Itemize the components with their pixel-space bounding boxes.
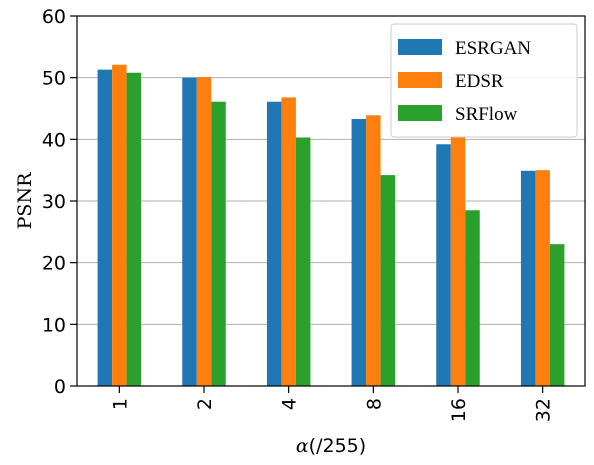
- bar-srflow-1: [126, 72, 142, 386]
- bar-esrgan-2: [182, 77, 197, 387]
- bar-edsr-8: [366, 115, 381, 387]
- bar-srflow-16: [465, 210, 480, 386]
- legend-swatch-edsr: [398, 72, 442, 88]
- y-tick-label: 0: [54, 376, 66, 398]
- x-tick-label: 4: [279, 398, 301, 410]
- legend-swatch-esrgan: [398, 39, 442, 55]
- x-tick-label: 1: [109, 398, 131, 410]
- legend-label-edsr: EDSR: [455, 71, 504, 92]
- bar-esrgan-16: [436, 144, 451, 386]
- legend-swatch-srflow: [398, 105, 442, 121]
- y-tick-label: 50: [42, 68, 66, 90]
- bar-edsr-4: [281, 97, 296, 387]
- legend: ESRGAN EDSR SRFlow: [390, 23, 578, 138]
- gridlines: [77, 77, 585, 325]
- x-tick-label: 32: [533, 398, 555, 422]
- bar-edsr-32: [535, 170, 550, 386]
- bar-esrgan-1: [97, 69, 113, 387]
- bar-srflow-4: [295, 137, 311, 386]
- x-tick-label: 16: [448, 398, 470, 422]
- bars: [97, 64, 565, 387]
- bar-edsr-16: [450, 137, 466, 386]
- x-tick-label: 2: [194, 398, 216, 410]
- x-axis-label-symbol: α: [296, 435, 309, 457]
- bar-srflow-32: [549, 244, 565, 386]
- x-tick-label: 8: [363, 398, 385, 410]
- y-tick-label: 60: [42, 6, 66, 28]
- bar-esrgan-8: [351, 118, 367, 386]
- x-axis-label-unit: (/255): [309, 435, 367, 457]
- x-axis-label: α(/255): [296, 435, 366, 457]
- bar-esrgan-32: [520, 170, 536, 386]
- bar-esrgan-4: [266, 101, 282, 386]
- y-tick-label: 40: [42, 129, 66, 151]
- bar-srflow-2: [211, 101, 226, 386]
- y-tick-label: 20: [42, 253, 66, 275]
- bar-edsr-2: [196, 77, 212, 387]
- y-tick-label: 10: [42, 314, 66, 336]
- bar-edsr-1: [112, 64, 127, 386]
- x-axis-ticks: 1 2 4 8 16 32: [109, 386, 555, 422]
- bar-srflow-8: [380, 175, 396, 386]
- legend-label-srflow: SRFlow: [455, 104, 518, 125]
- y-axis-label: PSNR: [14, 172, 36, 229]
- y-tick-label: 30: [42, 191, 66, 213]
- y-axis-ticks: 0 10 20 30 40 50 60: [42, 6, 77, 398]
- legend-label-esrgan: ESRGAN: [455, 38, 531, 59]
